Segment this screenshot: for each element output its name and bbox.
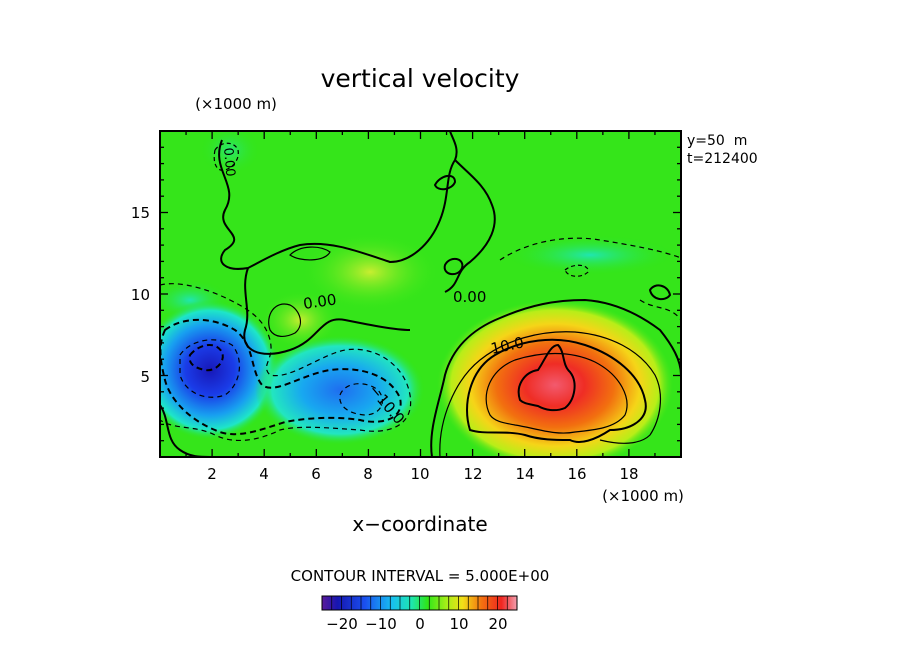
info-y-position: y=50 m	[687, 133, 747, 149]
contour-line-negative	[499, 237, 681, 261]
plot-area: 0.00 0.00 10.0 −10.0 0.00	[160, 131, 681, 457]
contour-line	[517, 343, 576, 412]
contour-line-negative	[213, 142, 239, 171]
x-axis-label: x−coordinate	[352, 512, 487, 536]
x-tick-label: 16	[567, 465, 586, 483]
contour-line	[218, 131, 458, 270]
field-weak-downdraft	[505, 235, 675, 275]
x-tick-label: 4	[259, 465, 269, 483]
info-time: t=212400	[687, 151, 758, 167]
contour-line	[243, 267, 411, 355]
field-light-patch	[300, 232, 440, 312]
downdraft-region-center	[255, 335, 425, 445]
contour-line-negative	[188, 344, 224, 372]
contour-interval-text: CONTOUR INTERVAL = 5.000E+00	[291, 567, 550, 585]
contour-line	[430, 298, 681, 457]
downdraft-region-west	[160, 300, 280, 440]
axis-ticks	[160, 131, 681, 457]
contour-line	[443, 257, 464, 276]
colorbar-tick-label: 0	[415, 615, 425, 633]
contour-label: 0.00	[453, 288, 486, 306]
contour-label: 0.00	[302, 290, 338, 312]
updraft-region	[437, 300, 673, 457]
colorbar-tick-label: 10	[449, 615, 468, 633]
contour-line	[439, 331, 661, 457]
contour-line	[648, 284, 672, 301]
contour-line	[444, 159, 496, 293]
colorbar-tick-label: 20	[488, 615, 507, 633]
contour-line	[485, 352, 628, 434]
contour-line	[268, 303, 302, 337]
y-tick-label: 10	[131, 286, 150, 304]
contour-label: 0.00	[220, 147, 237, 177]
x-tick-label: 8	[363, 465, 373, 483]
x-tick-labels: 2 4 6 8 10 12 14 16 18	[207, 465, 638, 483]
contour-line-negative	[564, 264, 589, 277]
x-tick-label: 18	[619, 465, 638, 483]
x-tick-label: 12	[463, 465, 482, 483]
x-axis-unit: (×1000 m)	[602, 487, 684, 505]
colorbar: −20 −10 0 10 20	[321, 595, 518, 633]
contour-line-negative	[160, 283, 412, 441]
contour-line-negative	[639, 299, 681, 321]
contour-line-negative	[339, 383, 383, 416]
x-tick-label: 2	[207, 465, 217, 483]
contour-line-negative	[160, 318, 402, 436]
y-axis-unit: (×1000 m)	[195, 95, 277, 113]
contour-line	[433, 174, 457, 191]
y-tick-label: 5	[140, 368, 150, 386]
contour-line	[466, 338, 647, 443]
x-tick-label: 10	[410, 465, 429, 483]
colorbar-separators	[331, 596, 508, 610]
y-tick-label: 15	[131, 204, 150, 222]
x-tick-label: 14	[515, 465, 534, 483]
contour-line-negative	[179, 339, 241, 398]
contour-line	[289, 246, 331, 261]
x-tick-label: 6	[311, 465, 321, 483]
chart-title: vertical velocity	[321, 64, 520, 93]
colorbar-tick-label: −10	[365, 615, 397, 633]
colorbar-tick-label: −20	[326, 615, 358, 633]
y-tick-labels: 5 10 15	[131, 204, 150, 386]
